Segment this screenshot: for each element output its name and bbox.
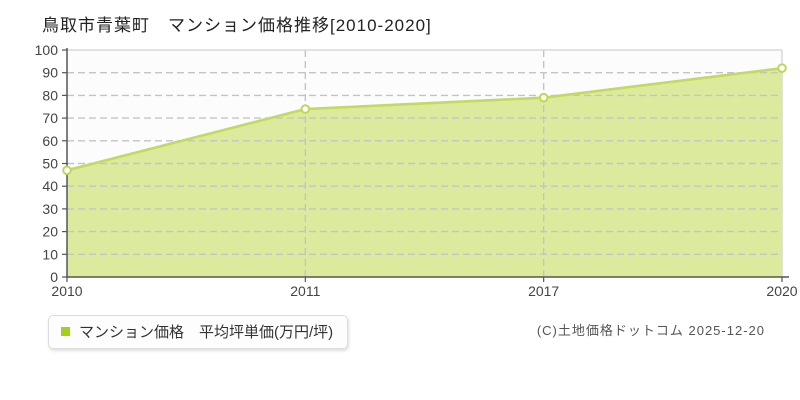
copyright-text: (C)土地価格ドットコム 2025-12-20	[536, 323, 765, 338]
data-point-2020[interactable]	[777, 63, 787, 73]
legend: マンション価格 平均坪単価(万円/坪)	[48, 315, 349, 349]
data-point-2017[interactable]	[538, 92, 549, 103]
y-tick-label-60: 60	[42, 133, 58, 149]
data-point-2010[interactable]	[62, 165, 72, 176]
x-tick-label-2017: 2017	[528, 283, 559, 299]
legend-swatch-icon	[61, 327, 70, 336]
data-point-2011[interactable]	[300, 104, 311, 114]
y-tick-label-20: 20	[42, 224, 58, 240]
y-tick-label-10: 10	[42, 246, 58, 262]
price-trend-area-chart: 0 10 20 30 40 50 60 70 80 90 100 2010 2011 2017 2020	[35, 42, 798, 299]
y-tick-label-0: 0	[50, 269, 58, 285]
series-line	[66, 66, 783, 172]
y-tick-label-80: 80	[42, 87, 58, 103]
y-tick-label-50: 50	[42, 156, 58, 172]
chart-title: 鳥取市青葉町 マンション価格推移[2010-2020]	[42, 16, 432, 35]
x-tick-label-2020: 2020	[766, 283, 797, 299]
x-tick-label-2010: 2010	[51, 283, 82, 299]
legend-label: マンション価格 平均坪単価(万円/坪)	[79, 324, 334, 341]
y-tick-label-70: 70	[42, 110, 58, 126]
y-tick-label-30: 30	[42, 201, 58, 217]
y-tick-label-40: 40	[42, 178, 58, 194]
x-tick-label-2011: 2011	[290, 283, 320, 299]
y-tick-label-90: 90	[42, 65, 58, 81]
y-tick-label-100: 100	[35, 42, 59, 58]
series-area-fill	[67, 68, 782, 277]
